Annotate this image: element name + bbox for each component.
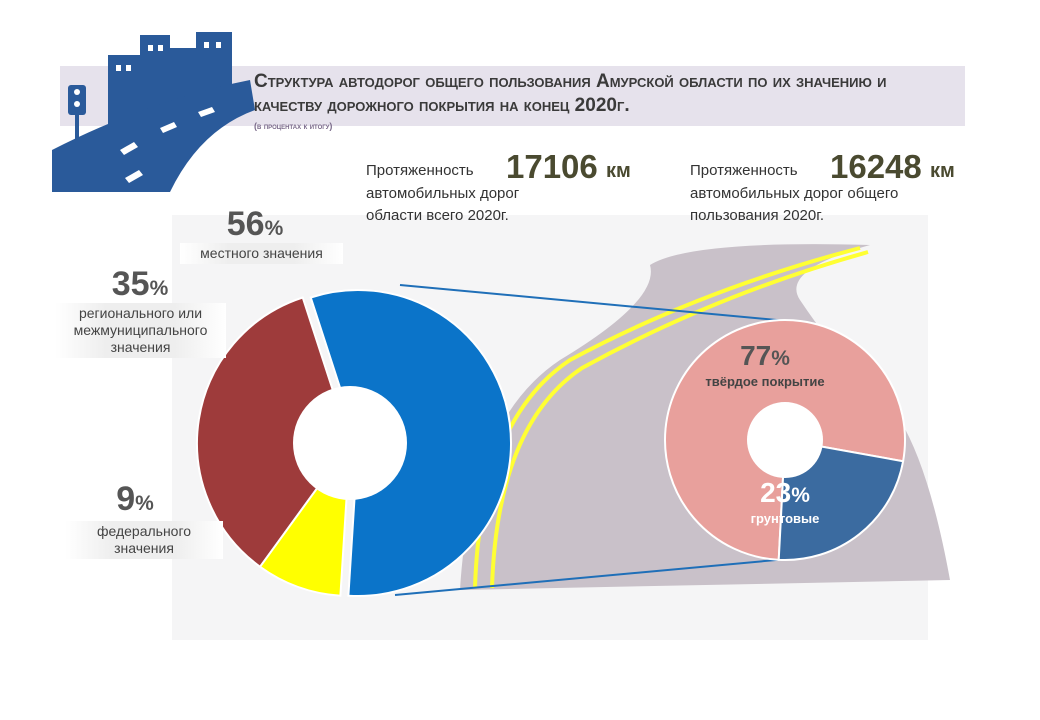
stat-caption: автомобильных дорог общего пользования 2…	[690, 185, 899, 224]
stat-value: 17106	[506, 148, 598, 185]
category-label: местного значения	[180, 243, 343, 264]
category-label: твёрдое покрытие	[705, 374, 825, 389]
category-label: регионального или межмуниципального знач…	[55, 303, 226, 358]
stat-unit: км	[930, 160, 955, 182]
value-label: 56%	[226, 205, 284, 243]
subtitle: (в процентах к итогу)	[254, 121, 333, 131]
pie-slice	[309, 289, 512, 597]
value-label: 23%	[760, 477, 810, 508]
connector	[399, 284, 788, 322]
road-line	[490, 250, 869, 589]
donut-hole	[747, 402, 823, 478]
donut-hole	[293, 386, 407, 500]
value-label: 77%	[740, 340, 790, 371]
value-label: 35%	[111, 265, 169, 303]
stat-value: 16248	[830, 148, 922, 185]
stat-label: Протяженность	[690, 162, 798, 179]
stat-caption: автомобильных дорог области всего 2020г.	[366, 185, 520, 224]
title: Структура автодорог общего пользования А…	[254, 71, 887, 116]
city-icon	[52, 32, 255, 192]
stat-unit: км	[606, 160, 631, 182]
connector	[394, 558, 788, 596]
stat-label: Протяженность	[366, 162, 474, 179]
value-label: 9%	[116, 480, 154, 518]
icon-windows	[74, 42, 221, 183]
category-label: грунтовые	[750, 511, 820, 526]
category-label: федерального значения	[65, 521, 223, 559]
